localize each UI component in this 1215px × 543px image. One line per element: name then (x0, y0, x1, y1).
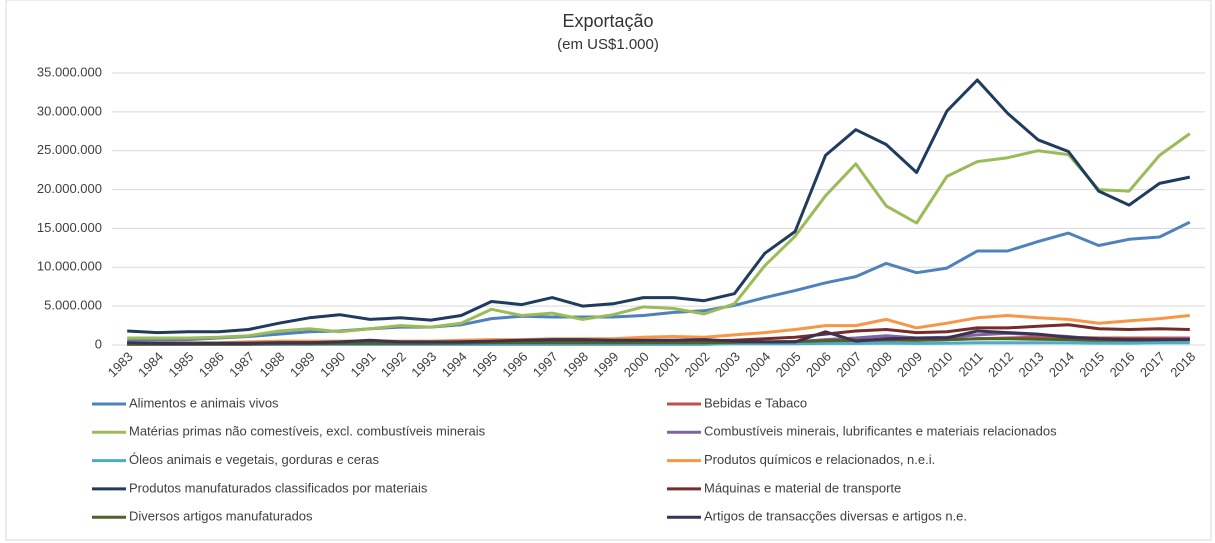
legend-label: Bebidas e Tabaco (704, 395, 807, 410)
chart-title: Exportação (562, 11, 653, 31)
y-tick-label: 0 (95, 336, 102, 351)
series-line (127, 78, 1191, 335)
y-tick-label: 20.000.000 (37, 181, 102, 196)
y-tick-label: 35.000.000 (37, 64, 102, 79)
chart-frame (5, 0, 1212, 541)
y-tick-label: 25.000.000 (37, 142, 102, 157)
legend-label: Matérias primas não comestíveis, excl. c… (129, 424, 486, 439)
series-line (127, 314, 1190, 345)
y-tick-label: 15.000.000 (37, 220, 102, 235)
y-tick-label: 10.000.000 (37, 259, 102, 274)
legend-label: Produtos químicos e relacionados, n.e.i. (704, 452, 935, 467)
legend-label: Diversos artigos manufaturados (129, 509, 313, 524)
series-line (127, 329, 1190, 345)
series-line (127, 132, 1191, 340)
chart-subtitle: (em US$1.000) (557, 36, 659, 53)
legend-label: Combustíveis minerais, lubrificantes e m… (704, 424, 1057, 439)
legend-label: Óleos animais e vegetais, gorduras e cer… (129, 452, 380, 467)
legend-label: Artigos de transacções diversas e artigo… (704, 509, 967, 524)
y-tick-label: 5.000.000 (44, 298, 102, 313)
legend-label: Máquinas e material de transporte (704, 480, 901, 495)
series-line (127, 220, 1191, 342)
legend-label: Alimentos e animais vivos (129, 395, 279, 410)
y-tick-label: 30.000.000 (37, 103, 102, 118)
legend-label: Produtos manufaturados classificados por… (129, 480, 428, 495)
